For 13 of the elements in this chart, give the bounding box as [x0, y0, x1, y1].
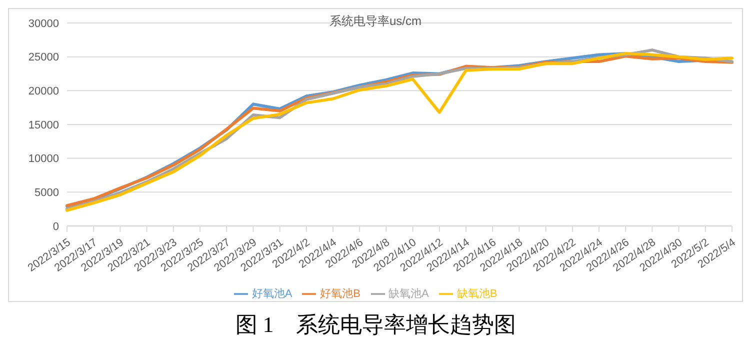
- y-tick-label: 30000: [28, 18, 59, 30]
- legend-label: 缺氧池A: [388, 288, 429, 300]
- y-tick-label: 15000: [28, 119, 59, 132]
- legend-label: 好氧池A: [252, 288, 292, 300]
- chart-title: 系统电导率us/cm: [329, 14, 422, 28]
- y-tick-label: 20000: [28, 86, 59, 98]
- y-tick-label: 25000: [28, 52, 59, 64]
- legend-label: 缺氧池B: [456, 288, 498, 300]
- y-tick-label: 0: [52, 220, 59, 233]
- y-tick-label: 10000: [28, 153, 59, 166]
- y-tick-label: 5000: [34, 186, 59, 199]
- legend-label: 好氧池B: [320, 288, 360, 300]
- caption: 图 1 系统电导率增长趋势图: [234, 311, 517, 339]
